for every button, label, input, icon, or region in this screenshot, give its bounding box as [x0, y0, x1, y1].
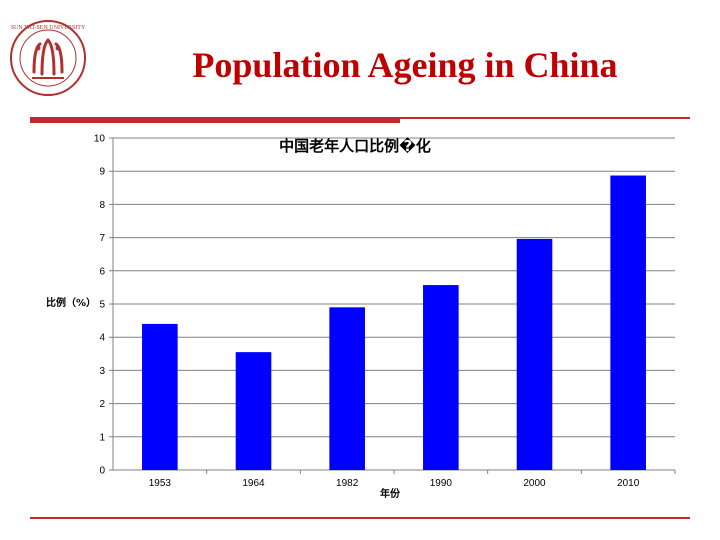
title-divider-thick — [30, 117, 400, 123]
x-tick-label: 1990 — [430, 478, 453, 489]
title-divider-thin — [400, 117, 690, 119]
slide-title: Population Ageing in China — [192, 45, 618, 85]
footer-divider — [30, 517, 690, 519]
y-tick-label: 3 — [99, 366, 105, 377]
tick-labels: 0 1 2 3 4 5 6 7 8 9 10 1953 1964 1982 1990 2000 2010 — [94, 134, 640, 490]
chart-title: 中国老年人口比例�化 — [279, 136, 431, 155]
bar-1982 — [329, 307, 365, 470]
y-tick-label: 2 — [99, 399, 105, 410]
bar-1953 — [142, 323, 178, 470]
y-tick-label: 1 — [99, 432, 105, 443]
y-tick-label: 7 — [99, 233, 105, 244]
y-axis-label: 比例（%） — [46, 296, 96, 309]
y-tick-label: 5 — [99, 300, 105, 311]
y-tick-label: 8 — [99, 200, 105, 211]
x-tick-label: 1953 — [149, 478, 172, 489]
y-tick-label: 6 — [99, 266, 105, 277]
bar-2010 — [610, 175, 646, 471]
x-tick-label: 2000 — [523, 478, 546, 489]
bar-1990 — [423, 285, 459, 470]
y-tick-label: 0 — [99, 466, 105, 477]
seal-lettering: SUN YAT-SEN UNIVERSITY — [11, 25, 86, 31]
x-tick-label: 1964 — [242, 478, 265, 489]
x-tick-label: 2010 — [617, 478, 640, 489]
y-tick-label: 9 — [99, 167, 105, 178]
x-tick-label: 1982 — [336, 478, 359, 489]
gridlines — [109, 137, 676, 474]
bar-1964 — [235, 352, 272, 470]
y-tick-label: 4 — [99, 333, 105, 344]
bar-2000 — [516, 238, 553, 470]
y-tick-label: 10 — [94, 134, 106, 145]
x-axis-label: 年份 — [380, 487, 401, 500]
bars — [142, 175, 646, 471]
university-seal-icon: SUN YAT-SEN UNIVERSITY — [10, 20, 86, 96]
